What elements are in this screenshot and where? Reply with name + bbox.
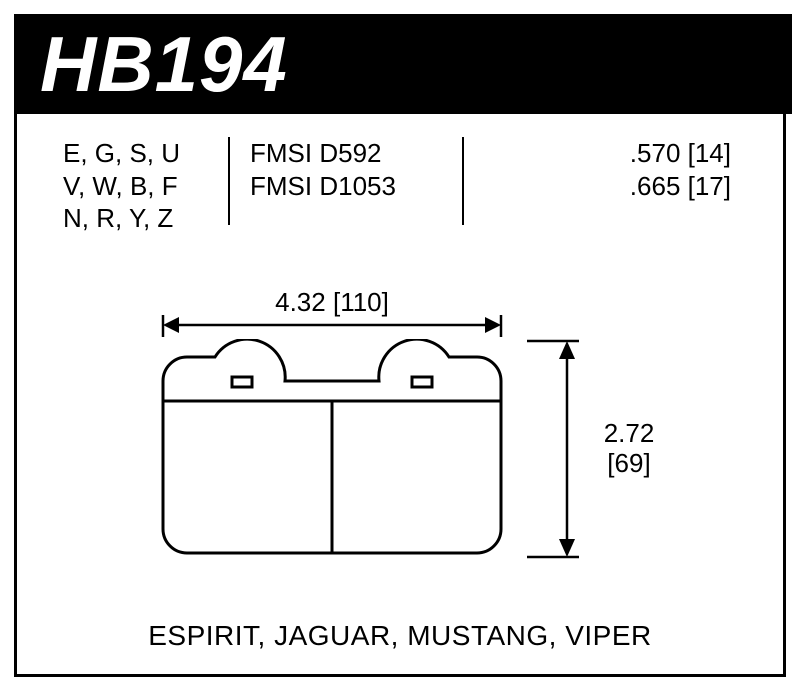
divider-line	[462, 137, 464, 225]
spec-text: N, R, Y, Z	[63, 202, 222, 235]
height-value-mm: 69	[615, 448, 644, 478]
spec-text: FMSI D1053	[250, 170, 456, 203]
spec-text: FMSI D592	[250, 137, 456, 170]
height-dimension: 2.72 [69]	[527, 339, 687, 559]
spec-text: .665 [17]	[470, 170, 731, 203]
part-number-title: HB194	[14, 19, 288, 110]
spec-row: E, G, S, U V, W, B, F N, R, Y, Z FMSI D5…	[57, 137, 757, 237]
spec-text: .570 [14]	[470, 137, 731, 170]
width-value-in: 4.32	[275, 287, 326, 317]
spec-text: E, G, S, U	[63, 137, 222, 170]
width-value-mm: 110	[340, 287, 381, 317]
width-dimension-label: 4.32 [110]	[157, 287, 507, 318]
title-bar: HB194	[14, 14, 792, 114]
spec-text: V, W, B, F	[63, 170, 222, 203]
height-dimension-arrows	[527, 339, 587, 559]
height-dimension-label: 2.72 [69]	[589, 419, 669, 479]
outer-frame: HB194 E, G, S, U V, W, B, F N, R, Y, Z F…	[14, 14, 786, 677]
brakepad-outline	[157, 339, 507, 559]
width-dimension: 4.32 [110]	[157, 287, 507, 337]
vehicle-applications: ESPIRIT, JAGUAR, MUSTANG, VIPER	[17, 620, 783, 652]
spec-col-fmsi: FMSI D592 FMSI D1053	[236, 137, 456, 202]
diagram-area: 4.32 [110] 2.72 [69]	[17, 257, 789, 597]
divider-line	[228, 137, 230, 225]
spec-col-thickness: .570 [14] .665 [17]	[470, 137, 757, 202]
spec-col-compounds: E, G, S, U V, W, B, F N, R, Y, Z	[57, 137, 222, 235]
height-value-in: 2.72	[604, 418, 655, 448]
